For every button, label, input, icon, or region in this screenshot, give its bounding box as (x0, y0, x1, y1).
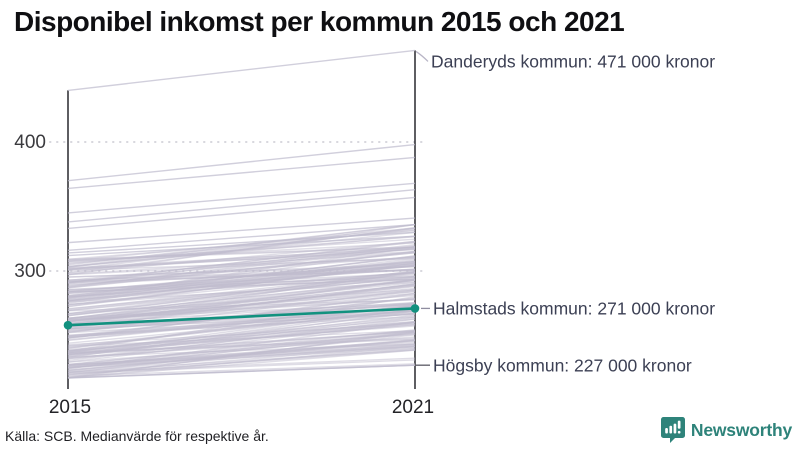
highlight-dot-2021 (410, 304, 420, 313)
slope-line (67, 278, 416, 293)
newsworthy-logo[interactable]: Newsworthy (660, 417, 792, 443)
slope-line (67, 250, 416, 270)
slope-line (67, 312, 416, 353)
slope-line (67, 332, 416, 366)
slope-line (67, 262, 416, 307)
page-title: Disponibel inkomst per kommun 2015 och 2… (14, 6, 625, 37)
bar-chart-speech-bubble-icon (660, 417, 685, 443)
slope-line (67, 295, 416, 352)
slope-line (67, 363, 416, 377)
slope-line (67, 308, 416, 349)
highlighted-series (63, 304, 420, 330)
highlighted-series-line (67, 307, 416, 327)
slope-line (67, 288, 416, 315)
slope-line (67, 336, 416, 363)
slope-line (67, 279, 416, 326)
slope-line (67, 189, 416, 223)
slope-line (67, 223, 416, 252)
highlight-dot-2015 (63, 320, 73, 330)
slope-line (67, 240, 416, 284)
slope-line (67, 240, 416, 274)
annotation-hogsby: Högsby kommun: 227 000 kronor (433, 356, 692, 376)
slope-line (67, 309, 416, 328)
slope-line (67, 273, 416, 312)
slope-line (67, 325, 416, 353)
annotation-leader-lines (415, 50, 430, 366)
leader-danderyd (415, 50, 429, 62)
slope-line (67, 257, 416, 301)
slope-line (67, 217, 416, 244)
slope-line (67, 244, 416, 285)
slope-line (67, 339, 416, 369)
x-axis-label-2015: 2015 (49, 397, 91, 418)
slope-line (67, 263, 416, 278)
slope-line (67, 265, 416, 286)
y-tick-label-400: 400 (14, 132, 46, 153)
slope-line (67, 349, 416, 373)
slope-line (67, 364, 416, 379)
slope-line (67, 196, 416, 230)
slope-line (67, 318, 416, 351)
x-axis-label-2021: 2021 (392, 397, 434, 418)
slope-line (67, 235, 416, 257)
slope-line (67, 251, 416, 275)
annotation-halmstad: Halmstads kommun: 271 000 kronor (433, 298, 715, 318)
slope-line (67, 345, 416, 379)
slope-line (67, 182, 416, 214)
slope-line (67, 343, 416, 373)
slope-line (67, 231, 416, 254)
y-tick-label-300: 300 (14, 261, 46, 282)
slope-line (67, 289, 416, 334)
slope-line (67, 332, 416, 369)
background-slope-lines (67, 49, 416, 379)
slope-line (67, 156, 416, 190)
annotation-danderyd: Danderyds kommun: 471 000 kronor (431, 51, 715, 71)
brand-name: Newsworthy (690, 419, 792, 440)
slope-line (67, 49, 416, 92)
source-note: Källa: SCB. Medianvärde för respektive å… (5, 428, 269, 444)
slope-line (67, 143, 416, 182)
